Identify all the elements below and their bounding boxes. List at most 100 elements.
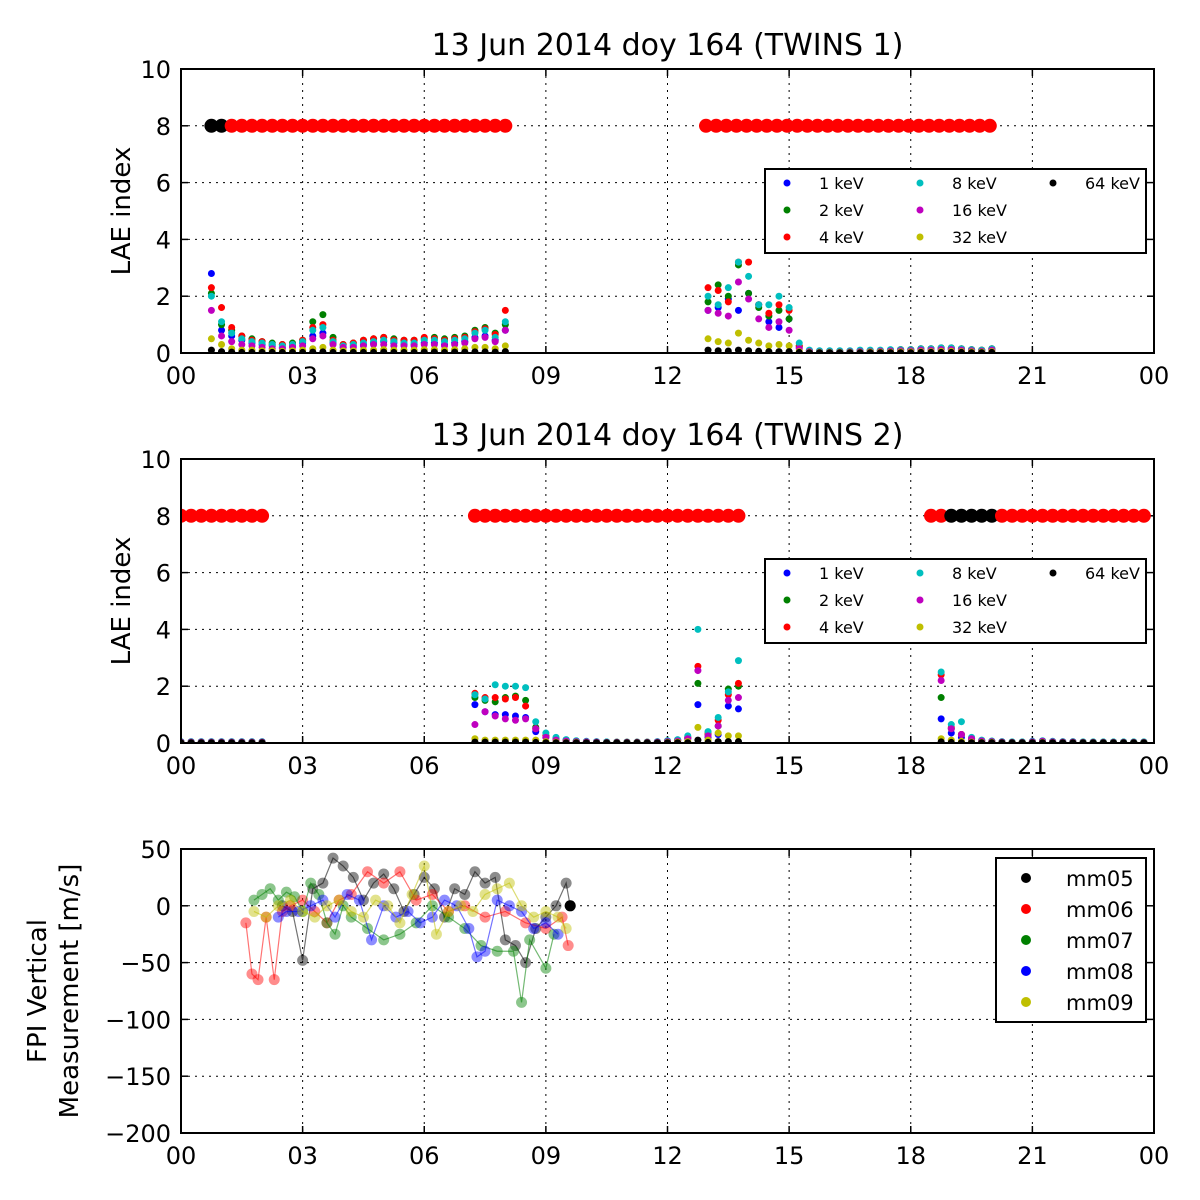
- legend-label: 1 keV: [819, 564, 864, 583]
- data-point: [704, 284, 712, 292]
- series-line: [253, 863, 567, 937]
- status-dot: [1126, 508, 1141, 523]
- data-point: [937, 715, 945, 723]
- status-dot: [924, 508, 939, 523]
- status-dot: [739, 118, 754, 133]
- legend-marker: [1049, 569, 1057, 577]
- status-dot: [244, 508, 259, 523]
- x-tick-label: 12: [652, 362, 683, 390]
- plot-frame: [180, 68, 1155, 354]
- data-point: [724, 696, 732, 704]
- legend-item: 32 keV: [916, 228, 1007, 247]
- data-point: [481, 695, 489, 703]
- status-dot: [982, 118, 997, 133]
- data-point: [345, 905, 357, 917]
- status-dot: [711, 508, 726, 523]
- legend-marker: [783, 569, 791, 577]
- y-tick-label: 4: [156, 616, 171, 644]
- data-point: [329, 928, 341, 940]
- legend-marker: [916, 569, 924, 577]
- data-point: [443, 911, 455, 923]
- data-point: [745, 258, 753, 266]
- data-point: [745, 347, 753, 353]
- data-point: [463, 923, 475, 935]
- legend-marker: [916, 179, 924, 187]
- status-dot: [407, 118, 422, 133]
- status-dot: [478, 118, 493, 133]
- status-dot: [549, 508, 564, 523]
- status-dot: [285, 118, 300, 133]
- data-point: [785, 348, 793, 353]
- status-dot: [427, 118, 442, 133]
- status-dot: [326, 118, 341, 133]
- fpi-panel: 00 03 06 09 12 15 18 21 00−200−150−100−50050FPI …: [23, 836, 1169, 1170]
- data-point: [218, 304, 226, 312]
- status-dot: [224, 118, 239, 133]
- data-point: [339, 348, 347, 353]
- status-dot: [830, 118, 845, 133]
- legend-marker: [783, 206, 791, 214]
- status-dot: [699, 118, 714, 133]
- data-point: [378, 868, 390, 880]
- x-tick-label: 03: [287, 752, 318, 780]
- status-dot: [810, 118, 825, 133]
- data-point: [724, 738, 732, 743]
- data-point: [511, 738, 519, 743]
- data-point: [785, 342, 793, 350]
- data-point: [319, 311, 327, 319]
- data-point: [309, 318, 317, 326]
- series-line: [277, 893, 559, 958]
- data-point: [481, 333, 489, 341]
- status-dot: [954, 508, 969, 523]
- x-tick-label: 15: [774, 362, 805, 390]
- data-point: [252, 974, 264, 986]
- data-point: [524, 934, 536, 946]
- status-dot: [488, 118, 503, 133]
- data-point: [704, 306, 712, 314]
- status-dot: [952, 118, 967, 133]
- data-point: [272, 900, 284, 912]
- data-point: [370, 894, 382, 906]
- status-dot: [234, 118, 249, 133]
- data-point: [260, 911, 272, 923]
- data-point: [256, 888, 268, 900]
- data-point: [937, 668, 945, 676]
- data-point: [481, 708, 489, 716]
- status-dot: [769, 118, 784, 133]
- status-dot: [386, 118, 401, 133]
- status-dot: [528, 508, 543, 523]
- y-axis-label: Measurement [m/s]: [55, 864, 85, 1119]
- data-point: [489, 871, 501, 883]
- data-point: [471, 335, 479, 343]
- data-point: [694, 667, 702, 675]
- data-point: [511, 716, 519, 724]
- data-point: [694, 723, 702, 731]
- data-point: [418, 860, 430, 872]
- legend-item: 8 keV: [916, 564, 997, 583]
- data-point: [734, 346, 742, 353]
- x-tick-label: 18: [895, 362, 926, 390]
- data-point: [313, 888, 325, 900]
- data-point: [218, 332, 226, 340]
- status-dot: [1065, 508, 1080, 523]
- status-dot: [498, 118, 513, 133]
- status-dot: [729, 118, 744, 133]
- data-point: [552, 928, 564, 940]
- data-point: [406, 888, 418, 900]
- status-dot: [488, 508, 503, 523]
- data-point: [540, 911, 552, 923]
- chart-title: 13 Jun 2014 doy 164 (TWINS 1): [432, 28, 904, 63]
- data-point: [501, 738, 509, 743]
- y-tick-label: 6: [156, 560, 171, 588]
- legend-marker: [1021, 966, 1031, 976]
- legend-marker: [783, 623, 791, 631]
- data-point: [532, 718, 540, 726]
- status-dot: [214, 118, 229, 133]
- legend-item: 16 keV: [916, 201, 1007, 220]
- data-point: [714, 281, 722, 289]
- data-point: [765, 318, 773, 326]
- data-point: [479, 877, 491, 889]
- data-point: [272, 911, 284, 923]
- status-dot: [1086, 508, 1101, 523]
